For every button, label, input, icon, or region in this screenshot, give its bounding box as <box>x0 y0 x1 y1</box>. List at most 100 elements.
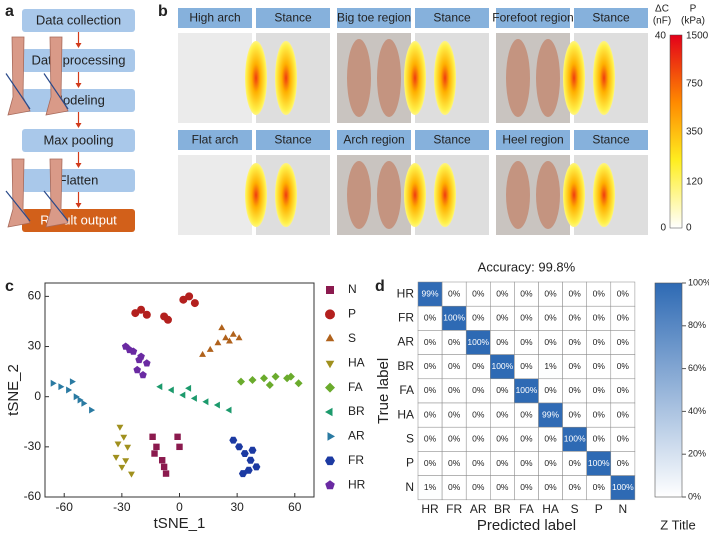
plot-frame <box>44 282 315 498</box>
matrix-cell <box>538 354 563 380</box>
colorbar-title: P <box>690 4 697 15</box>
x-tick-label: -60 <box>56 500 74 514</box>
cell-label: 0% <box>593 361 606 371</box>
legend-marker <box>325 382 335 393</box>
matrix-cell <box>538 426 563 452</box>
scatter-point <box>185 384 192 392</box>
cell-label: 99% <box>542 409 559 419</box>
illustration-bg <box>178 33 252 123</box>
legend-marker <box>325 360 335 369</box>
cell-label: 0% <box>424 409 437 419</box>
colorbar-tick-label: 350 <box>686 127 703 138</box>
scatter-point <box>142 310 151 319</box>
x-category-label: P <box>595 502 603 516</box>
foot-photo <box>377 39 401 117</box>
cell-label: 100% <box>467 337 489 347</box>
cell-label: 0% <box>424 313 437 323</box>
matrix-cell <box>586 330 612 355</box>
chart-title: Accuracy: 99.8% <box>478 259 576 274</box>
pressure-map <box>404 163 426 227</box>
pressure-map <box>434 163 456 227</box>
y-category-label: S <box>406 431 414 445</box>
cell-label: 0% <box>448 434 461 444</box>
matrix-cell <box>610 281 636 307</box>
matrix-cell <box>514 402 539 428</box>
legend-label: FA <box>348 380 363 394</box>
pressure-map <box>245 163 267 227</box>
cell-label: 0% <box>424 337 437 347</box>
scatter-point <box>69 378 76 386</box>
scatter-point <box>229 436 238 444</box>
matrix-cell <box>610 378 636 404</box>
matrix-cell <box>562 378 587 404</box>
cell-label: 0% <box>544 482 557 492</box>
colorbar-tick-label: 0 <box>686 223 692 234</box>
colorbar-tick-label: 20% <box>688 449 706 459</box>
colorbar-tick-label: 40% <box>688 406 706 416</box>
matrix-cell <box>441 402 467 428</box>
foot-photo <box>536 161 560 229</box>
scatter-point <box>143 359 151 367</box>
scatter-point <box>114 441 122 448</box>
pressure-map <box>245 41 267 115</box>
cell-label: 0% <box>593 337 606 347</box>
legend-marker <box>327 432 335 441</box>
scatter-point <box>222 334 230 341</box>
tile-header <box>415 8 489 28</box>
x-category-label: FA <box>519 502 534 516</box>
tile-header <box>178 130 252 150</box>
matrix-cell <box>417 402 443 428</box>
cell-label: 0% <box>448 361 461 371</box>
y-axis-label: tSNE_2 <box>5 364 22 416</box>
arch-line <box>5 73 31 110</box>
cell-label: 0% <box>496 288 509 298</box>
matrix-cell <box>441 354 467 380</box>
cell-label: 0% <box>472 458 485 468</box>
cell-label: 0% <box>448 385 461 395</box>
colorbar-unit: (nF) <box>653 16 671 27</box>
scatter-point <box>116 424 124 431</box>
scatter-point <box>73 393 80 401</box>
cell-label: 0% <box>593 288 606 298</box>
tile-header <box>256 130 330 150</box>
scatter-point <box>235 334 243 341</box>
scatter-point <box>286 372 295 381</box>
cell-label: 0% <box>544 434 557 444</box>
matrix-cell <box>610 426 636 452</box>
scatter-point <box>139 371 147 379</box>
scatter-point <box>260 374 268 383</box>
scatter-point <box>271 372 280 381</box>
scatter-point <box>214 339 222 346</box>
pressure-map <box>563 163 585 227</box>
flow-step-label: Data processing <box>32 52 126 67</box>
arch-line <box>43 73 69 110</box>
scatter-point <box>238 470 247 478</box>
matrix-cell <box>490 354 515 380</box>
y-category-label: HR <box>397 286 415 300</box>
tile-header <box>337 8 411 28</box>
flow-step-box <box>22 9 135 32</box>
cell-label: 1% <box>544 361 557 371</box>
scatter-point <box>122 458 130 465</box>
matrix-cell <box>514 426 539 452</box>
scatter-point <box>229 330 237 337</box>
matrix-cell <box>465 281 491 307</box>
scatter-point <box>206 345 214 352</box>
matrix-cell <box>586 402 612 428</box>
scatter-point <box>50 379 57 387</box>
cell-label: 0% <box>520 482 533 492</box>
x-category-label: FR <box>446 502 462 516</box>
tile-view: Stance <box>592 11 630 25</box>
x-tick-label: 0 <box>176 500 183 514</box>
cell-label: 0% <box>448 458 461 468</box>
scatter-point <box>213 401 220 409</box>
matrix-cell <box>514 378 539 404</box>
leg-illustration <box>7 158 31 228</box>
cell-label: 100% <box>612 482 634 492</box>
tile-title: High arch <box>189 11 240 25</box>
cell-label: 0% <box>617 434 630 444</box>
illustration-bg <box>178 155 252 235</box>
y-tick-label: -30 <box>24 439 42 453</box>
matrix-cell <box>417 378 443 404</box>
tile-view: Stance <box>274 133 312 147</box>
